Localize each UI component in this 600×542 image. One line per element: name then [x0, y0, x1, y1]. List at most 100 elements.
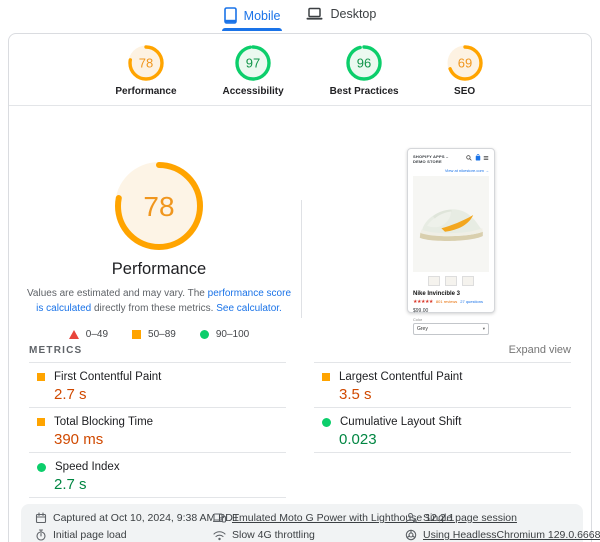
calendar-icon [35, 512, 47, 524]
captured-at-text: Captured at Oct 10, 2024, 9:38 AM PDT [53, 512, 240, 524]
metric-name: Speed Index [55, 461, 120, 473]
session-type: Single page session [405, 512, 600, 524]
questions-count: 27 questions [460, 299, 483, 305]
session-type-text[interactable]: Single page session [423, 512, 517, 524]
thumbnail-small [428, 275, 440, 286]
category-gauge-best-practices[interactable]: 96 Best Practices [330, 43, 399, 97]
color-select: Grey ▾ [413, 323, 489, 336]
desktop-laptop-icon [306, 7, 323, 20]
wifi-icon [213, 530, 226, 540]
metrics-heading: METRICS [29, 344, 83, 356]
score-legend: 0–49 50–89 90–100 [68, 329, 250, 340]
menu-icon [483, 155, 489, 160]
reviews-count: 801 reviews [435, 299, 458, 305]
metric-name: Total Blocking Time [54, 416, 154, 428]
performance-gauge-icon: 78 [128, 45, 164, 81]
chevron-down-icon: ▾ [482, 326, 485, 332]
star-rating: ★★★★★ [413, 298, 433, 305]
legend-range: 50–89 [148, 329, 176, 340]
tab-desktop-label: Desktop [330, 7, 377, 21]
form-factor-tabs: Mobile Desktop [0, 0, 600, 33]
svg-text:96: 96 [357, 56, 371, 71]
tab-desktop[interactable]: Desktop [306, 7, 376, 28]
metric-status-icon [37, 462, 46, 472]
page-screenshot-thumbnail[interactable]: Shopify Apps – Demo Store View at nikest… [407, 148, 495, 336]
section-divider [301, 200, 302, 318]
performance-title: Performance [111, 260, 207, 278]
svg-text:78: 78 [139, 56, 153, 71]
legend-range: 90–100 [215, 329, 250, 340]
throttling: Slow 4G throttling [213, 529, 405, 541]
category-gauge-accessibility[interactable]: 97 Accessibility [223, 43, 284, 97]
metric-first-contentful-paint: First Contentful Paint 2.7 s [29, 363, 286, 408]
browser-info: Using HeadlessChromium 129.0.6668.70 wit… [405, 529, 600, 541]
browser-globe-icon [405, 529, 417, 541]
metric-total-blocking-time: Total Blocking Time 390 ms [29, 408, 286, 453]
category-gauge-seo[interactable]: 69 SEO [445, 43, 485, 97]
category-label: Accessibility [222, 86, 284, 97]
metrics-grid: First Contentful Paint 2.7 s Total Block… [9, 362, 591, 498]
see-calculator-link[interactable]: See calculator. [216, 303, 282, 314]
product-thumbnails [413, 275, 489, 286]
thumbnail-small [462, 275, 474, 286]
description-text: Values are estimated and may vary. The [26, 288, 208, 299]
shoe-image [419, 209, 483, 241]
emulated-device-text[interactable]: Emulated Moto G Power with Lighthouse 12… [232, 512, 455, 524]
search-icon [466, 154, 472, 161]
load-type: Initial page load [35, 529, 213, 541]
person-icon [405, 512, 417, 523]
product-price: $99.00 [413, 307, 429, 314]
pass-circle-icon [199, 330, 209, 339]
stopwatch-icon [36, 529, 46, 541]
metric-status-icon [37, 418, 45, 426]
cart-bag-icon [475, 154, 480, 161]
metric-status-icon [322, 417, 331, 427]
description-text: directly from these metrics. [91, 303, 217, 314]
legend-range: 0–49 [85, 329, 109, 340]
mobile-phone-icon [223, 7, 237, 24]
browser-info-text[interactable]: Using HeadlessChromium 129.0.6668.70 wit… [423, 529, 600, 541]
product-image [413, 175, 489, 272]
metric-status-icon [322, 373, 330, 381]
metric-value: 2.7 s [54, 476, 87, 493]
captured-at: Captured at Oct 10, 2024, 9:38 AM PDT [35, 512, 239, 524]
seo-gauge-icon: 69 [446, 45, 483, 81]
view-site-link: View at nikestore.com → [444, 167, 489, 173]
metrics-column-left: First Contentful Paint 2.7 s Total Block… [29, 362, 286, 498]
category-label: Best Practices [329, 86, 399, 97]
performance-score-gauge: 78 [115, 162, 203, 250]
load-type-text: Initial page load [53, 529, 127, 541]
throttling-text: Slow 4G throttling [232, 529, 315, 541]
metric-speed-index: Speed Index 2.7 s [29, 453, 286, 498]
color-label: Color [413, 317, 423, 322]
performance-section: 78 Performance Values are estimated and … [9, 106, 591, 340]
thumbnail-small [445, 275, 457, 286]
metrics-column-right: Largest Contentful Paint 3.5 s Cumulativ… [314, 362, 571, 498]
accessibility-gauge-icon: 97 [235, 45, 271, 81]
metric-cumulative-layout-shift: Cumulative Layout Shift 0.023 [314, 408, 571, 453]
report-card: 78 Performance 97 Accessibility 96 Best … [8, 33, 600, 542]
metric-value: 3.5 s [339, 386, 372, 403]
product-name: Nike Invincible 3 [413, 290, 461, 297]
category-label: SEO [454, 86, 476, 97]
metric-name: Largest Contentful Paint [339, 371, 463, 383]
legend-fail: 0–49 [68, 329, 109, 340]
tab-mobile[interactable]: Mobile [221, 7, 283, 31]
metric-largest-contentful-paint: Largest Contentful Paint 3.5 s [314, 363, 571, 408]
best-practices-gauge-icon: 96 [346, 45, 382, 81]
svg-text:69: 69 [457, 56, 471, 71]
expand-view-button[interactable]: Expand view [508, 344, 571, 356]
metric-value: 2.7 s [54, 386, 87, 403]
tab-mobile-label: Mobile [243, 8, 281, 23]
fail-triangle-icon [68, 330, 79, 339]
legend-pass: 90–100 [199, 329, 250, 340]
metric-name: First Contentful Paint [54, 371, 162, 383]
average-square-icon [132, 330, 142, 339]
emulated-device: Emulated Moto G Power with Lighthouse 12… [213, 512, 454, 524]
score-calculation-link[interactable]: performance score is calculated [36, 288, 292, 314]
category-scores-row: 78 Performance 97 Accessibility 96 Best … [9, 34, 591, 106]
capture-environment-bar: Captured at Oct 10, 2024, 9:38 AM PDT Em… [21, 504, 600, 542]
category-gauge-performance[interactable]: 78 Performance [115, 43, 177, 97]
emulated-device-icon [213, 513, 226, 523]
metrics-header: METRICS Expand view [9, 336, 591, 362]
